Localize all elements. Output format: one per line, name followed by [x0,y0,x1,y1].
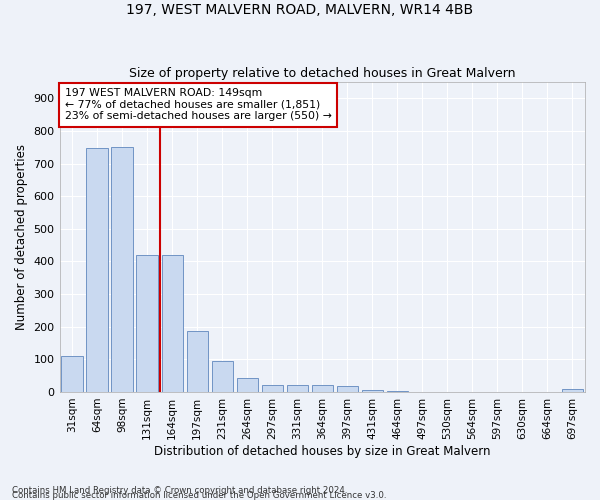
Text: 197, WEST MALVERN ROAD, MALVERN, WR14 4BB: 197, WEST MALVERN ROAD, MALVERN, WR14 4B… [127,2,473,16]
X-axis label: Distribution of detached houses by size in Great Malvern: Distribution of detached houses by size … [154,444,491,458]
Bar [362,390,383,392]
Bar [112,148,133,392]
Bar [212,361,233,392]
Bar [562,390,583,392]
Bar [161,255,183,392]
Bar [61,356,83,392]
Bar [262,385,283,392]
Title: Size of property relative to detached houses in Great Malvern: Size of property relative to detached ho… [129,66,515,80]
Text: Contains HM Land Registry data © Crown copyright and database right 2024.: Contains HM Land Registry data © Crown c… [12,486,347,495]
Bar [236,378,258,392]
Bar [287,385,308,392]
Bar [136,255,158,392]
Y-axis label: Number of detached properties: Number of detached properties [15,144,28,330]
Text: 197 WEST MALVERN ROAD: 149sqm
← 77% of detached houses are smaller (1,851)
23% o: 197 WEST MALVERN ROAD: 149sqm ← 77% of d… [65,88,332,122]
Bar [337,386,358,392]
Text: Contains public sector information licensed under the Open Government Licence v3: Contains public sector information licen… [12,490,386,500]
Bar [86,148,108,392]
Bar [311,386,333,392]
Bar [187,330,208,392]
